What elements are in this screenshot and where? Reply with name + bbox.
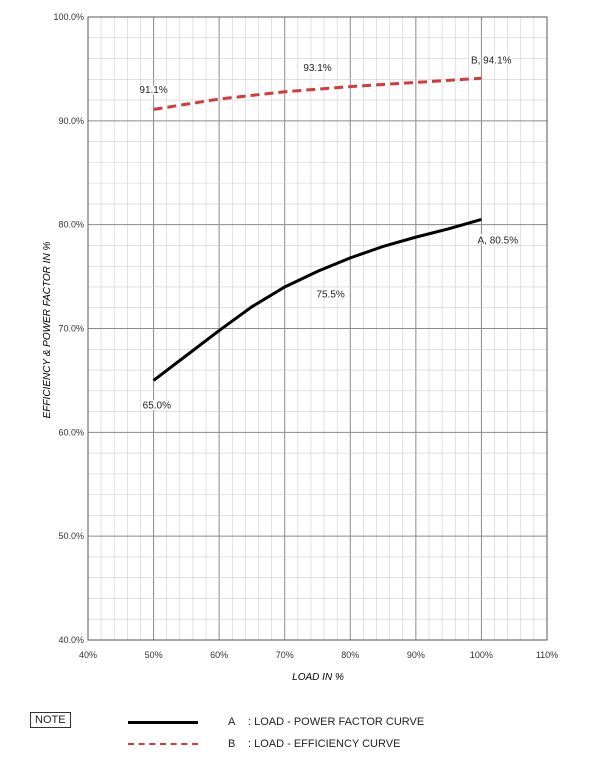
legend-swatch-dashed	[128, 743, 198, 745]
x-tick-label: 50%	[145, 650, 163, 660]
x-tick-label: 90%	[407, 650, 425, 660]
note-label: NOTE	[30, 712, 71, 728]
x-tick-label: 70%	[276, 650, 294, 660]
data-annotation: 93.1%	[303, 63, 331, 74]
legend-code: B	[228, 738, 236, 750]
legend-label: : LOAD - EFFICIENCY CURVE	[248, 738, 401, 750]
y-tick-label: 90.0%	[58, 116, 84, 126]
y-axis-label: EFFICIENCY & POWER FACTOR IN %	[42, 242, 53, 419]
data-annotation: 91.1%	[139, 85, 167, 96]
series-group	[152, 76, 482, 382]
data-annotation: B, 94.1%	[471, 56, 512, 67]
y-tick-label: 40.0%	[58, 635, 84, 645]
annotations: 91.1% 93.1% B, 94.1% A, 80.5% 75.5% 65.0%	[138, 54, 520, 413]
x-tick-label: 60%	[210, 650, 228, 660]
data-annotation: 65.0%	[143, 400, 171, 411]
legend-swatch-solid	[128, 720, 198, 724]
x-axis-label: LOAD IN %	[292, 672, 344, 683]
y-tick-label: 60.0%	[58, 427, 84, 437]
legend-item-a: A : LOAD - POWER FACTOR CURVE	[128, 715, 424, 729]
x-tick-label: 80%	[341, 650, 359, 660]
y-tick-label: 70.0%	[58, 324, 84, 334]
y-tick-label: 100.0%	[53, 12, 84, 22]
legend-code: A	[228, 716, 236, 728]
y-tick-label: 80.0%	[58, 220, 84, 230]
x-tick-label: 110%	[536, 650, 558, 660]
legend-label: : LOAD - POWER FACTOR CURVE	[248, 716, 425, 728]
chart: 40% 50% 60% 70% 80% 90% 100% 110% 40.0% 50.0% 60.0…	[42, 12, 558, 683]
y-tick-label: 50.0%	[58, 531, 84, 541]
x-tick-label: 40%	[79, 650, 97, 660]
data-annotation: A, 80.5%	[478, 235, 519, 246]
legend-item-b: B : LOAD - EFFICIENCY CURVE	[128, 737, 400, 751]
data-annotation: 75.5%	[316, 289, 344, 300]
x-tick-label: 100%	[470, 650, 493, 660]
plot-frame	[87, 16, 548, 641]
tick-labels: 40% 50% 60% 70% 80% 90% 100% 110% 40.0% 50.0% 60.0…	[53, 12, 558, 660]
grid	[87, 16, 548, 641]
legend: NOTE A : LOAD - POWER FACTOR CURVE B : L…	[0, 700, 595, 758]
efficiency-curve-line	[153, 76, 482, 111]
power-factor-curve-line	[152, 218, 482, 382]
